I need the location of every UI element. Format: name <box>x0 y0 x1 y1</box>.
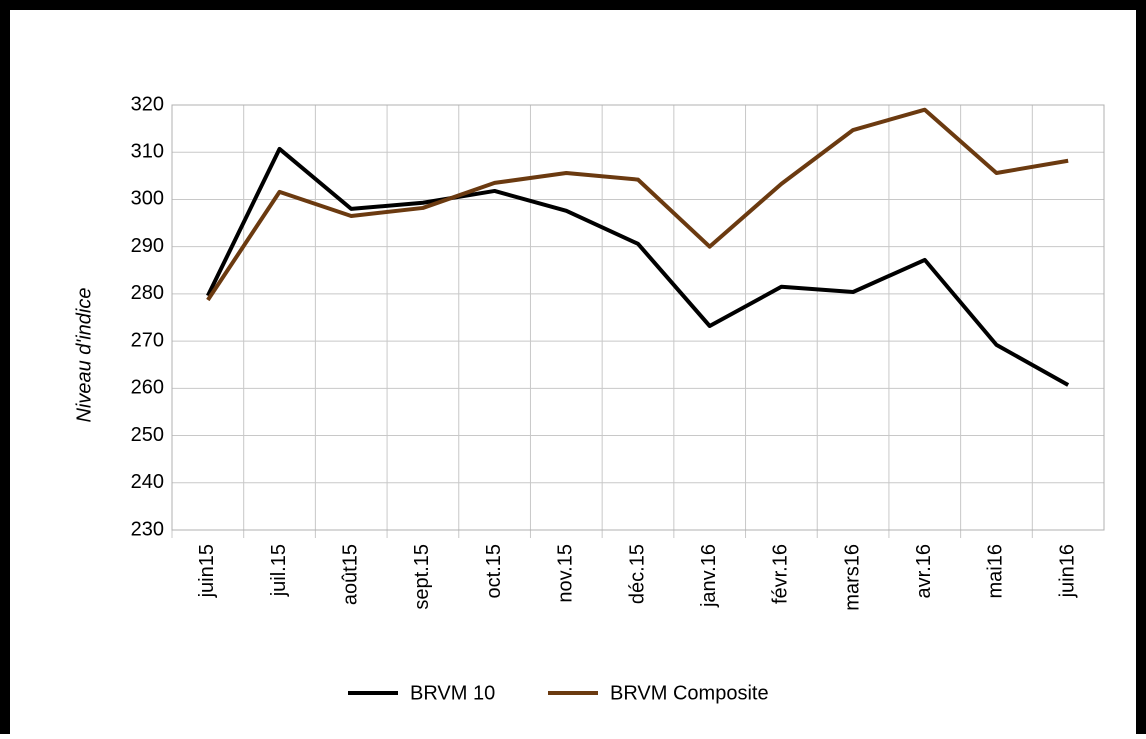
plot-border <box>171 104 1105 531</box>
legend-label: BRVM 10 <box>410 682 495 704</box>
x-tick-label: mars16 <box>841 544 863 611</box>
y-tick-label: 250 <box>131 424 164 446</box>
x-tick-label: déc.15 <box>626 544 648 604</box>
legend-label: BRVM Composite <box>610 682 769 704</box>
series-line <box>206 146 1070 387</box>
y-tick-label: 300 <box>131 188 164 210</box>
y-tick-label: 280 <box>131 282 164 304</box>
x-tick-label: mai16 <box>985 544 1007 598</box>
y-tick-label: 240 <box>131 471 164 493</box>
x-tick-label: août15 <box>340 544 362 605</box>
y-axis-label: Niveau d'indice <box>73 287 95 422</box>
x-tick-label: sept.15 <box>411 544 433 610</box>
y-tick-label: 270 <box>131 329 164 351</box>
x-tick-label: févr.16 <box>770 544 792 604</box>
series-line <box>206 107 1069 302</box>
y-tick-label: 320 <box>131 93 164 115</box>
x-tick-label: janv.16 <box>698 544 720 608</box>
x-tick-label: juin15 <box>196 544 218 598</box>
y-tick-label: 310 <box>131 141 164 163</box>
y-tick-label: 290 <box>131 235 164 257</box>
x-tick-label: nov.15 <box>555 544 577 603</box>
y-tick-label: 230 <box>131 518 164 540</box>
x-tick-label: avr.16 <box>913 544 935 598</box>
x-tick-label: oct.15 <box>483 544 505 598</box>
x-tick-label: juin16 <box>1056 544 1078 598</box>
y-tick-label: 260 <box>131 377 164 399</box>
x-tick-label: juil.15 <box>268 544 290 597</box>
